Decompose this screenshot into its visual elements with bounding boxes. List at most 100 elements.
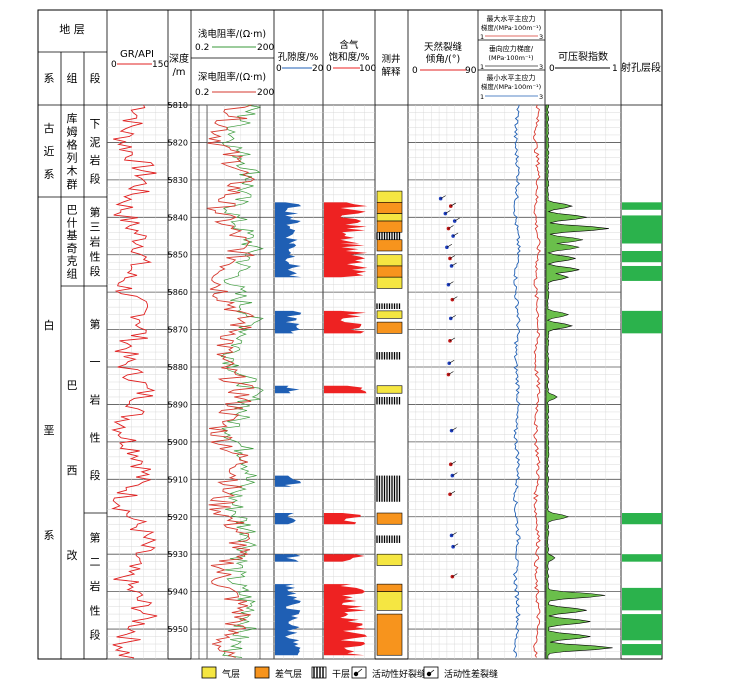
col-member: 段 bbox=[90, 71, 101, 85]
stress-max-title-1: 最大水平主应力 bbox=[487, 14, 536, 23]
strata-group-lower: 西 bbox=[67, 464, 78, 477]
fracture-tadpole bbox=[451, 232, 459, 238]
interp-poor-gas-layer bbox=[376, 583, 403, 592]
legend-poor-gas-swatch bbox=[254, 666, 270, 679]
res-deep-max: 200 bbox=[257, 88, 274, 98]
gr-title: GR/API bbox=[120, 49, 154, 60]
strata-group-upper: 姆 bbox=[67, 124, 78, 138]
porosity-fill bbox=[275, 584, 301, 656]
gas-max: 100 bbox=[359, 64, 376, 74]
depth-tick-label: 5900 bbox=[168, 438, 188, 447]
frac-max: 90 bbox=[465, 66, 477, 76]
gr-max: 150 bbox=[152, 60, 169, 70]
interp-poor-gas-layer bbox=[376, 202, 403, 214]
legend-gas: 气层 bbox=[222, 668, 240, 680]
gas-title-2: 饱和度/% bbox=[329, 51, 370, 63]
interp-gas-layer bbox=[376, 385, 403, 394]
strata-group-upper: 库 bbox=[67, 112, 78, 125]
depth-tick-label: 5870 bbox=[168, 326, 188, 335]
gas-title-1: 含气 bbox=[339, 39, 359, 51]
strata-system-upper: 系 bbox=[44, 168, 55, 181]
perforation-interval bbox=[622, 614, 662, 641]
interp-gas-layer bbox=[376, 553, 403, 566]
strata-group-mid: 基 bbox=[67, 229, 78, 242]
saturation-fill bbox=[324, 513, 361, 525]
strata-member-4: 第 bbox=[90, 530, 101, 544]
legend-poor-gas: 差气层 bbox=[275, 668, 302, 680]
res-deep-title: 深电阻率/(Ω·m) bbox=[198, 71, 266, 83]
fracture-tadpole bbox=[450, 573, 458, 579]
stress-v-title-2: (MPa·100m⁻¹) bbox=[488, 54, 533, 62]
deep-resistivity-curve bbox=[206, 104, 256, 658]
res-shallow-max: 200 bbox=[257, 43, 274, 53]
strata-member-3: 岩 bbox=[90, 393, 101, 407]
depth-tick-label: 5940 bbox=[168, 588, 188, 597]
interp-dry-layer bbox=[376, 396, 401, 405]
strata-group-lower: 巴 bbox=[67, 379, 78, 392]
perf-title: 射孔层段 bbox=[621, 61, 661, 74]
perforation-interval bbox=[622, 310, 662, 334]
saturation-fill bbox=[324, 310, 366, 334]
interp-dry-layer bbox=[376, 475, 401, 502]
depth-title-2: /m bbox=[172, 67, 185, 78]
porosity-fill bbox=[275, 554, 301, 562]
interp-title-1: 测井 bbox=[381, 53, 400, 65]
depth-tick-label: 5830 bbox=[168, 176, 188, 185]
frac-min: 0 bbox=[412, 66, 418, 76]
fracability-index-fill bbox=[545, 104, 613, 660]
interp-poor-gas-layer bbox=[376, 321, 403, 334]
depth-tick-label: 5920 bbox=[168, 513, 188, 522]
col-group: 组 bbox=[67, 71, 78, 85]
col-system: 系 bbox=[44, 72, 55, 85]
stress-max-min: 1 bbox=[480, 33, 484, 41]
strata-group-mid: 克 bbox=[67, 255, 78, 268]
porosity-fill bbox=[275, 513, 296, 525]
fracture-tadpole bbox=[449, 427, 457, 433]
stress-max-max: 3 bbox=[539, 33, 543, 41]
strata-member-2: 第 bbox=[90, 205, 101, 219]
strata-member-2: 三 bbox=[90, 221, 101, 234]
interp-poor-gas-layer bbox=[376, 239, 403, 252]
frac-index-title: 可压裂指数 bbox=[558, 50, 608, 63]
legend-poor-frac: 活动性差裂缝 bbox=[444, 668, 498, 680]
porosity-max: 20 bbox=[312, 64, 324, 74]
fracture-tadpole bbox=[448, 491, 456, 497]
fracture-tadpole bbox=[448, 315, 456, 321]
porosity-min: 0 bbox=[276, 64, 282, 74]
strata-member-2: 段 bbox=[90, 264, 101, 278]
legend: 气层 差气层 干层 活动性好裂缝 活动性差裂缝 bbox=[201, 666, 498, 680]
strata-system-upper: 近 bbox=[44, 145, 55, 158]
porosity-fill bbox=[275, 310, 302, 334]
strata-member-4: 二 bbox=[90, 556, 101, 569]
strata-member-1: 段 bbox=[90, 172, 101, 186]
stress-min-min: 1 bbox=[480, 93, 484, 101]
porosity-fill bbox=[275, 475, 302, 487]
depth-tick-label: 5850 bbox=[168, 251, 188, 260]
legend-poor-frac-icon bbox=[423, 666, 439, 679]
saturation-fill bbox=[324, 243, 368, 278]
strata-system-lower: 垩 bbox=[44, 424, 55, 437]
stress-v-max: 3 bbox=[539, 63, 543, 71]
stress-min-title-1: 最小水平主应力 bbox=[487, 73, 536, 82]
fracture-tadpole bbox=[451, 543, 459, 549]
stress-min-max: 3 bbox=[539, 93, 543, 101]
frac-title-1: 天然裂缝 bbox=[424, 41, 463, 53]
porosity-fill bbox=[275, 385, 300, 394]
legend-good-frac: 活动性好裂缝 bbox=[372, 668, 426, 680]
strata-member-1: 岩 bbox=[90, 153, 101, 167]
interp-gas-layer bbox=[376, 213, 403, 222]
strata-group-upper: 木 bbox=[67, 165, 78, 178]
strata-group-upper: 格 bbox=[67, 137, 78, 151]
strata-member-2: 岩 bbox=[90, 235, 101, 249]
depth-tick-label: 5910 bbox=[168, 475, 188, 484]
perforation-interval bbox=[622, 587, 662, 611]
gr-curve bbox=[111, 104, 158, 659]
strata-group-upper: 列 bbox=[67, 151, 78, 165]
legend-good-frac-icon bbox=[351, 666, 367, 679]
strata-system-upper: 古 bbox=[44, 122, 55, 135]
header: 地 层 系 组 段 GR/API 0 150 深度 /m 浅电阻率/(Ω·m) … bbox=[44, 14, 662, 101]
fracture-tadpole bbox=[448, 255, 456, 261]
interp-dry-layer bbox=[376, 535, 401, 543]
depth-tick-label: 5880 bbox=[168, 363, 188, 372]
